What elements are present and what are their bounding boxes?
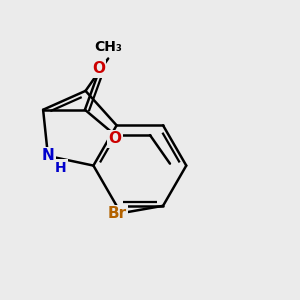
Text: N: N bbox=[42, 148, 54, 164]
Text: Br: Br bbox=[108, 206, 127, 221]
Text: CH₃: CH₃ bbox=[94, 40, 122, 54]
Text: O: O bbox=[109, 131, 122, 146]
Text: H: H bbox=[55, 160, 67, 175]
Text: O: O bbox=[92, 61, 105, 76]
